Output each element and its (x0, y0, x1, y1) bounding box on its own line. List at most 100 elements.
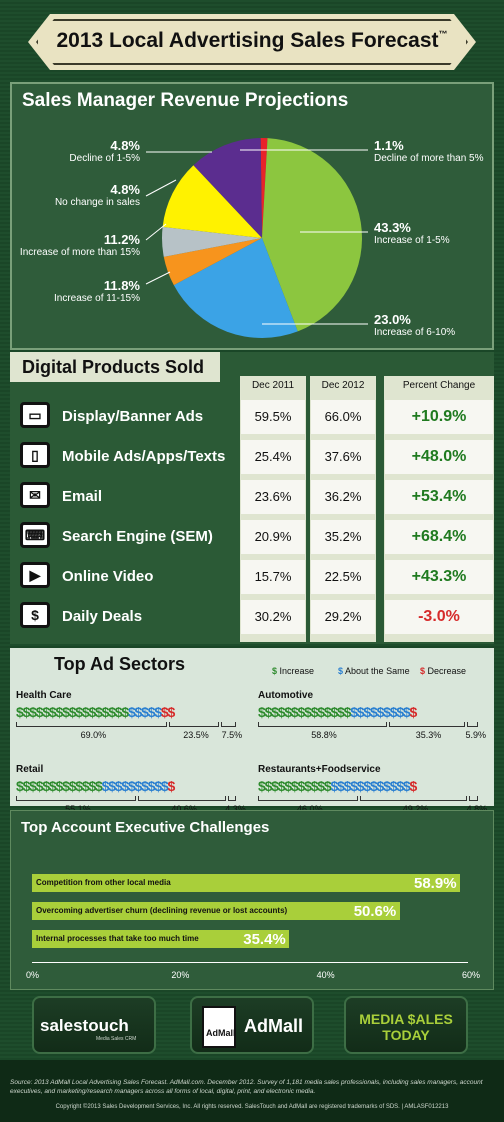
pie-leader-line (145, 179, 177, 197)
dec2011-value: 30.2% (241, 600, 305, 634)
sector-dollar-bar: $$$$$$$$$$$$$$$$$$$$$$$$ (258, 778, 417, 794)
pie-slice-2 (173, 238, 298, 338)
pie-slice-3 (163, 238, 262, 286)
sector-percent: 5.9% (465, 730, 486, 740)
sector-percent: 69.0% (80, 730, 107, 740)
pie-slice-5 (162, 165, 262, 238)
sectors-title: Top Ad Sectors (54, 654, 186, 674)
copyright: Copyright ©2013 Sales Development Servic… (55, 1104, 449, 1110)
percent-change-value: +10.9% (385, 400, 493, 434)
phone-icon: ▯ (20, 442, 54, 472)
percent-change-value: +68.4% (385, 520, 493, 554)
price-tag-icon: $ (20, 602, 54, 632)
sector-percent: 4.8% (466, 804, 488, 814)
sector-name: Restaurants+Foodservice (258, 764, 381, 775)
sector-percent: 40.6% (171, 804, 197, 814)
dec2011-value: 15.7% (241, 560, 305, 594)
pie-label-decline-more-5: 1.1% Decline of more than 5% (374, 138, 484, 164)
product-label: Daily Deals (62, 608, 143, 625)
pie-slice-6 (193, 138, 262, 238)
pie-label-increase-1-5: 43.3% Increase of 1-5% (374, 220, 450, 246)
pie-label-no-change: 4.8% No change in sales (54, 182, 140, 208)
pie-label-increase-6-10: 23.0% Increase of 6-10% (374, 312, 456, 338)
sector-percent: 23.5% (183, 730, 209, 740)
sector-percent: 58.8% (311, 730, 337, 740)
pie-slice-1 (262, 138, 362, 332)
dec2012-value: 36.2% (311, 480, 375, 514)
challenges-panel: Top Account Executive Challenges (10, 810, 494, 990)
pie-label-decline-1-5: 4.8% Decline of 1-5% (69, 138, 140, 164)
pie-slice-0 (260, 138, 268, 238)
sector-bracket (258, 722, 387, 727)
sector-dollar-bar: $$$$$$$$$$$$$$$$$$$$$$$$ (258, 704, 417, 720)
pie-chart (145, 138, 368, 338)
product-label: Mobile Ads/Apps/Texts (62, 448, 226, 465)
keyboard-icon: ⌨ (20, 522, 54, 552)
legend-decrease: $ Decrease (420, 666, 467, 676)
admall-logo: AdMall AdMall (190, 996, 314, 1054)
percent-change-value: -3.0% (385, 600, 493, 634)
dec2012-value: 37.6% (311, 440, 375, 474)
percent-change-value: +43.3% (385, 560, 493, 594)
challenge-value: 50.6% (353, 903, 397, 920)
sector-name: Health Care (16, 690, 72, 701)
footer (0, 1060, 504, 1122)
laptop-icon: ▭ (20, 402, 54, 432)
title-banner: 2013 Local Advertising Sales Forecast™ (28, 14, 476, 70)
challenge-bar: Overcoming advertiser churn (declining r… (32, 902, 400, 920)
sector-percent: 7.5% (221, 730, 243, 740)
x-tick-label: 40% (316, 970, 335, 980)
sector-bracket (388, 722, 465, 727)
dec2011-value: 59.5% (241, 400, 305, 434)
sector-bracket (169, 722, 220, 727)
dec2012-value: 35.2% (311, 520, 375, 554)
x-axis (32, 962, 468, 963)
product-label: Search Engine (SEM) (62, 528, 213, 545)
pie-label-increase-11-15: 11.8% Increase of 11-15% (54, 278, 140, 304)
dec2012-value: 22.5% (311, 560, 375, 594)
dec2011-value: 23.6% (241, 480, 305, 514)
pie-label-increase-more-15: 11.2% Increase of more than 15% (19, 232, 140, 258)
sector-bracket (360, 796, 468, 801)
x-tick-label: 20% (171, 970, 190, 980)
challenge-value: 35.4% (243, 931, 286, 948)
percent-change-value: +53.4% (385, 480, 493, 514)
sector-percent: 4.3% (225, 804, 246, 814)
legend-increase: $ Increase (272, 666, 315, 676)
page-title: 2013 Local Advertising Sales Forecast™ (56, 29, 448, 52)
dec2011-value: 25.4% (241, 440, 305, 474)
sector-bracket (138, 796, 227, 801)
dec2012-value: 66.0% (311, 400, 375, 434)
admall-bag-icon: AdMall (202, 1006, 236, 1048)
product-label: Email (62, 488, 103, 505)
sector-dollar-bar: $$$$$$$$$$$$$$$$$$$$$$$$ (16, 778, 175, 794)
dec2011-value: 20.9% (241, 520, 305, 554)
source-note: Source: 2013 AdMall Local Advertising Sa… (10, 1079, 483, 1095)
dec2012-value: 29.2% (311, 600, 375, 634)
sector-bracket (228, 796, 236, 801)
sector-bracket (221, 722, 236, 727)
sector-bracket (466, 722, 478, 727)
salestouch-logo: salestouch Media Sales CRM (32, 996, 156, 1054)
sector-name: Automotive (258, 690, 313, 701)
pie-leader-line (145, 223, 167, 241)
legend-same: $ About the Same (338, 666, 410, 676)
pie-section-title: Sales Manager Revenue Projections (22, 90, 349, 111)
challenge-bar: Competition from other local media (32, 874, 460, 892)
sector-bracket (16, 722, 168, 727)
sector-percent: 49.2% (402, 804, 429, 814)
sector-percent: 46.0% (297, 804, 323, 814)
sector-dollar-bar: $$$$$$$$$$$$$$$$$$$$$$$$ (16, 704, 175, 720)
sector-percent: 55.1% (65, 804, 91, 814)
challenges-title: Top Account Executive Challenges (21, 819, 270, 836)
envelope-icon: ✉ (20, 482, 54, 512)
pie-slice-4 (162, 226, 262, 257)
x-tick-label: 0% (26, 970, 40, 980)
video-icon: ▶ (20, 562, 54, 592)
percent-change-value: +48.0% (385, 440, 493, 474)
digital-section-title: Digital Products Sold (10, 352, 220, 382)
sector-bracket (258, 796, 359, 801)
sector-bracket (16, 796, 137, 801)
sector-percent: 35.3% (415, 730, 442, 740)
media-sales-today-logo: MEDIA $ALES TODAY (344, 996, 468, 1054)
